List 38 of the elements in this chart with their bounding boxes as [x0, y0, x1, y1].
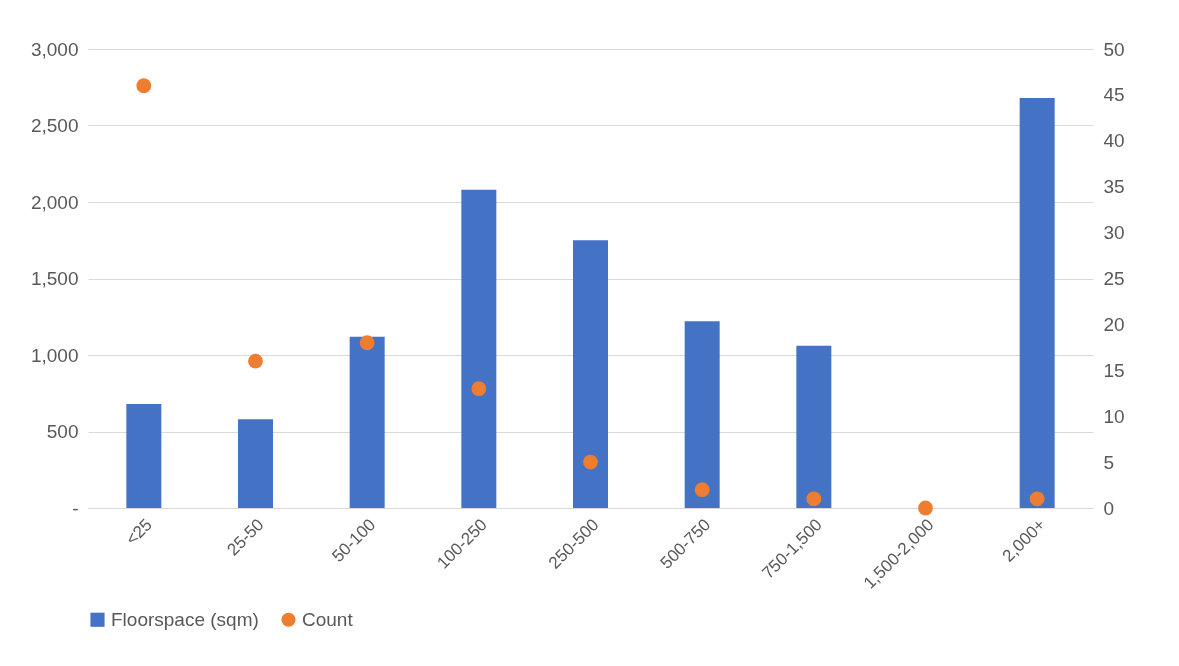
- y2-tick-label: 45: [1103, 84, 1125, 106]
- y2-tick-label: 5: [1103, 451, 1115, 473]
- point: [359, 335, 375, 351]
- bar: [1019, 97, 1055, 508]
- bar: [461, 189, 497, 508]
- y2-tick-label: 35: [1103, 176, 1125, 198]
- legend-label: Count: [302, 608, 354, 630]
- y2-tick-label: 15: [1103, 359, 1125, 381]
- point: [136, 78, 152, 94]
- point: [248, 353, 263, 369]
- y-tick-label: 1,500: [30, 268, 79, 289]
- bar: [573, 240, 608, 508]
- y2-tick-label: 20: [1103, 313, 1125, 335]
- bar: [126, 403, 162, 508]
- y-tick-label: 2,500: [30, 115, 79, 136]
- bar: [684, 321, 720, 508]
- point: [694, 482, 710, 498]
- bar: [349, 336, 385, 508]
- y2-tick-label: 40: [1103, 130, 1125, 152]
- bar: [796, 345, 832, 508]
- bar: [238, 419, 273, 508]
- point: [806, 491, 822, 507]
- y-tick-label: 500: [46, 421, 79, 442]
- y-tick-label: 2,000: [30, 191, 79, 213]
- legend-label: Floorspace (sqm): [111, 608, 259, 630]
- point: [583, 454, 598, 470]
- x-tick-label: <25: [122, 515, 156, 549]
- y2-tick-label: 50: [1103, 38, 1125, 60]
- y-tick-label: -: [72, 497, 79, 519]
- y-tick-label: 1,000: [30, 344, 79, 366]
- y2-tick-label: 0: [1103, 497, 1115, 519]
- point: [918, 500, 933, 516]
- point: [471, 381, 487, 397]
- point: [1029, 491, 1045, 507]
- y2-tick-label: 25: [1103, 268, 1125, 289]
- y-tick-label: 3,000: [30, 38, 79, 60]
- y2-tick-label: 30: [1103, 222, 1125, 244]
- y2-tick-label: 10: [1103, 405, 1125, 427]
